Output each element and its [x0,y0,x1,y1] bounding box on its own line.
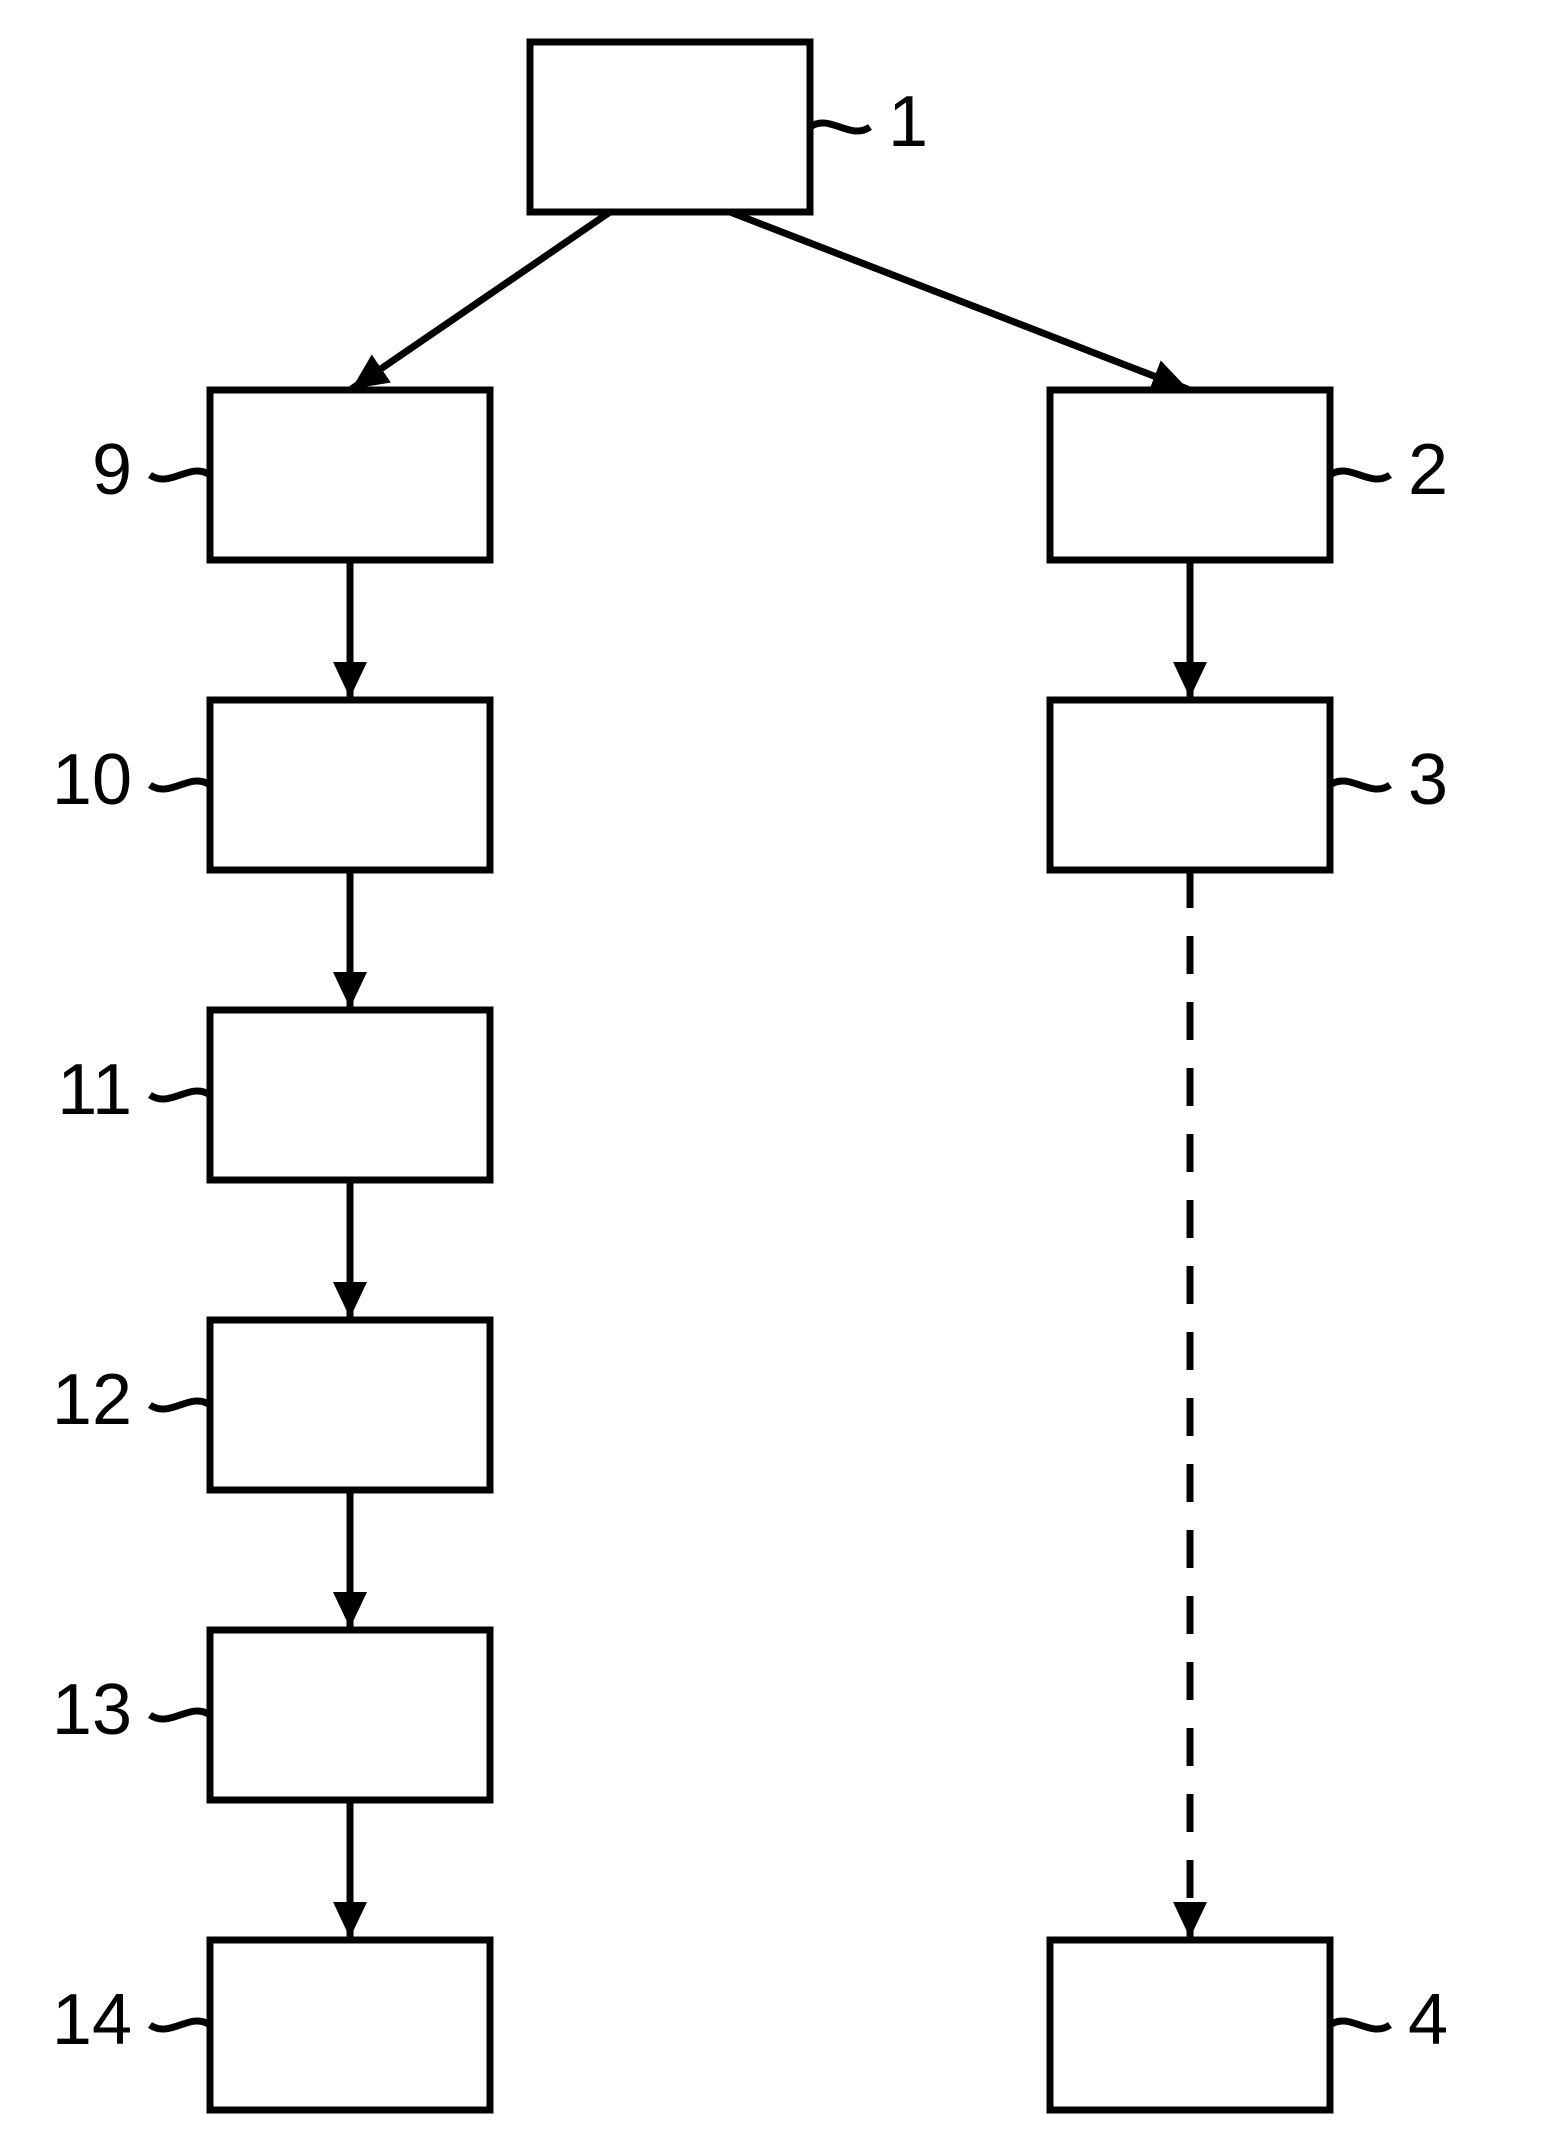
flowchart-svg: 1 9 2 10 3 11 12 13 14 4 [0,0,1550,2151]
label-n14: 14 [52,1980,132,2060]
label-n9: 9 [92,430,132,510]
label-n1: 1 [888,82,928,162]
label-n4: 4 [1408,1980,1448,2060]
label-n12: 12 [52,1360,132,1440]
label-n11: 11 [57,1050,132,1130]
label-n3: 3 [1408,740,1448,820]
label-n2: 2 [1408,430,1448,510]
label-n13: 13 [52,1670,132,1750]
label-n10: 10 [52,740,132,820]
flowchart-diagram: 1 9 2 10 3 11 12 13 14 4 [0,0,1550,2151]
